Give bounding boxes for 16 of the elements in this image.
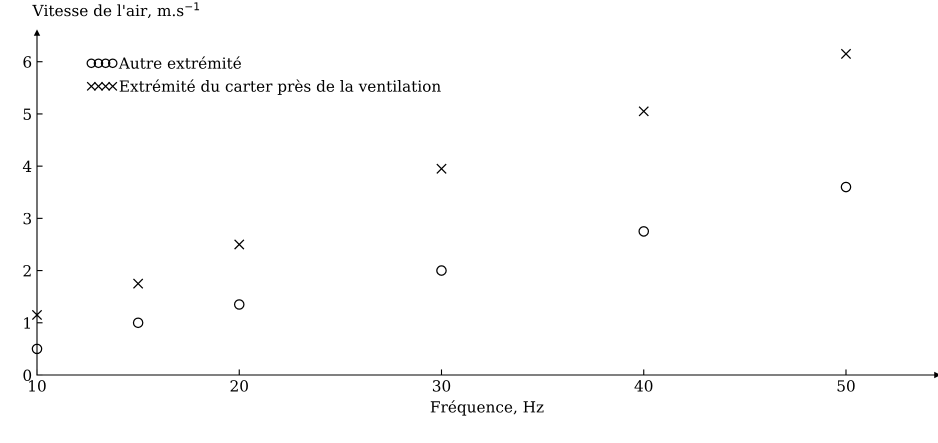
y-tick-label: 5 [24,108,31,120]
y-tick-label: 4 [22,160,32,172]
x-tick-label: 10 [29,380,46,392]
y-axis-title: Vitesse de l'air, m.s$^{−1}$ [32,2,200,18]
x-tick-label: 30 [432,380,450,392]
x-axis-title: Fréquence, Hz [430,400,544,416]
x-tick-label: 50 [838,380,855,392]
legend-label: Autre extrémité [118,56,241,69]
y-tick-label: 3 [24,212,32,224]
y-tick-label: 1 [24,317,30,329]
y-tick-label: 2 [23,265,31,276]
legend-label: Extrémité du carter près de la ventilation [120,79,441,95]
y-tick-label: 6 [23,56,32,68]
y-tick-label: 0 [23,369,32,382]
x-tick-label: 20 [230,380,248,392]
x-tick-label: 40 [634,380,652,392]
